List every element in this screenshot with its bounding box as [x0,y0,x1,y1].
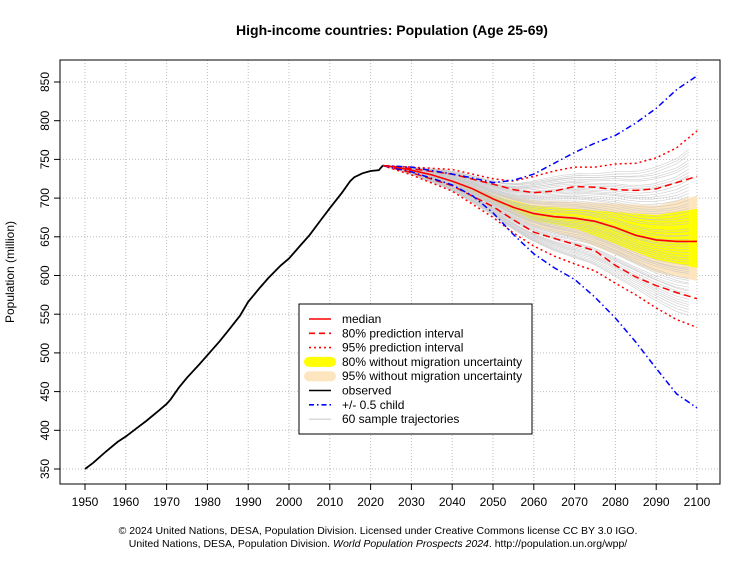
sample-trajectory [382,165,689,259]
chart-title: High-income countries: Population (Age 2… [236,22,548,38]
x-tick-label: 1970 [153,495,180,509]
x-axis: 1950 1960 1970 1980 1990 2000 2010 2020 2030 2040… [72,484,711,509]
legend-label: median [342,312,381,326]
y-axis-label: Population (million) [3,221,17,323]
y-axis: 350 400 450 500 550 600 650 700 750 800 850 [38,72,60,479]
x-tick-label: 2090 [643,495,670,509]
credit-line-2: United Nations, DESA, Population Divisio… [129,538,628,550]
y-tick-label: 350 [38,459,52,479]
x-tick-label: 2010 [316,495,343,509]
observed-line [84,165,384,470]
legend-item: median [309,312,381,326]
legend-item: 60 sample trajectories [309,412,459,426]
legend-item: observed [309,384,391,398]
minus-half-child-line [382,164,698,409]
legend-box [298,303,533,435]
x-tick-label: 2070 [561,495,588,509]
median-line [382,164,697,243]
x-tick-label: 2000 [276,495,303,509]
sample-trajectory [382,165,689,292]
x-tick-label: 2100 [684,495,711,509]
sample-trajectory [382,165,689,295]
x-tick-label: 1980 [194,495,221,509]
legend-item: +/- 0.5 child [309,398,404,412]
legend-item: 80% without migration uncertainty [304,355,522,369]
sample-trajectory [382,165,689,306]
plot-frame [59,59,721,485]
y-tick-label: 400 [38,420,52,440]
sample-trajectory [382,165,689,284]
plus-half-child-line [382,75,698,184]
sample-trajectory [382,165,689,200]
legend-label: +/- 0.5 child [342,398,404,412]
legend-label: 60 sample trajectories [342,412,459,426]
sample-trajectory [382,165,689,212]
legend-item: 95% prediction interval [309,341,463,355]
y-tick-label: 650 [38,226,52,246]
y-tick-label: 700 [38,188,52,208]
x-tick-label: 1990 [235,495,262,509]
credit-suffix: . http://population.un.org/wpp/ [489,538,627,550]
y-tick-label: 450 [38,381,52,401]
x-tick-label: 2040 [439,495,466,509]
legend-label: 95% prediction interval [342,341,463,355]
legend-label: 95% without migration uncertainty [342,369,522,383]
x-tick-label: 1950 [72,495,99,509]
pi95-upper-line [382,130,698,182]
y-tick-label: 850 [38,72,52,92]
x-tick-label: 2020 [357,495,384,509]
x-tick-label: 2060 [520,495,547,509]
y-tick-label: 750 [38,149,52,169]
sample-trajectory [382,162,689,188]
y-tick-label: 600 [38,265,52,285]
x-tick-label: 1960 [112,495,139,509]
sample-trajectory [382,149,690,184]
credit-publication: World Population Prospects 2024 [333,538,489,550]
sample-trajectory [382,165,689,224]
y-tick-label: 800 [38,110,52,130]
legend-label: 80% prediction interval [342,326,463,340]
x-tick-label: 2030 [398,495,425,509]
pi95-lower-line [382,164,698,329]
sample-trajectory [382,165,689,270]
pi80-lower-line [382,164,698,300]
x-tick-label: 2080 [602,495,629,509]
legend-item: 80% prediction interval [309,326,463,340]
legend-label: 80% without migration uncertainty [342,355,522,369]
y-tick-label: 500 [38,343,52,363]
legend-item: 95% without migration uncertainty [304,369,522,383]
legend-label: observed [342,384,391,398]
series-lines [84,75,698,470]
y-tick-label: 550 [38,304,52,324]
credit-prefix: United Nations, DESA, Population Divisio… [129,538,333,550]
credit-line-1: © 2024 United Nations, DESA, Population … [119,525,638,537]
x-tick-label: 2050 [480,495,507,509]
